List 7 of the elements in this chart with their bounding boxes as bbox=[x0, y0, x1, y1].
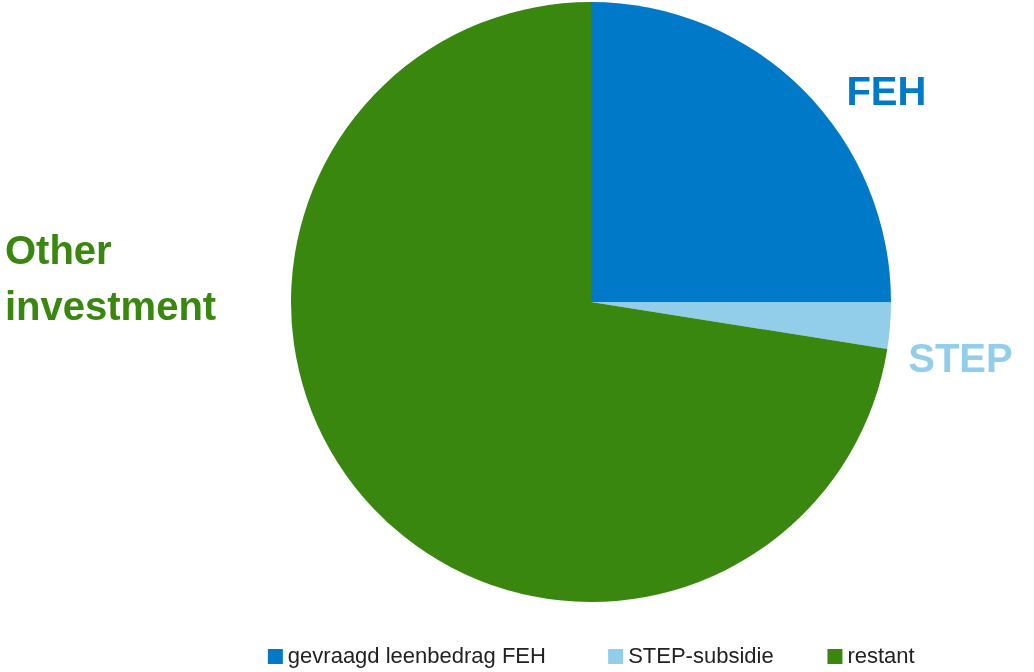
pie-slice bbox=[591, 302, 891, 349]
legend-label: STEP-subsidie bbox=[628, 642, 774, 668]
text: FEH bbox=[846, 69, 927, 114]
legend-label: gevraagd leenbedrag FEH bbox=[287, 642, 546, 668]
legend-label: restant bbox=[847, 642, 915, 668]
text: Other investment bbox=[5, 228, 217, 328]
text: STEP bbox=[908, 335, 1013, 380]
